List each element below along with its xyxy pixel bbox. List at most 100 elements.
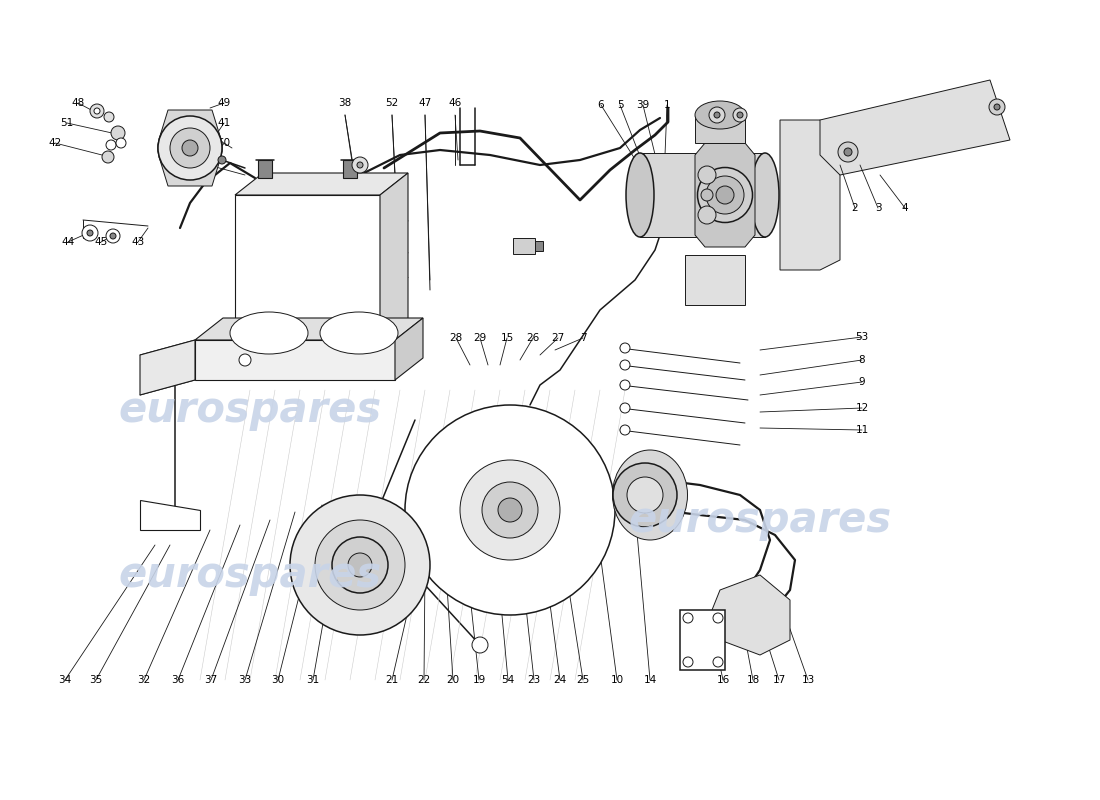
Circle shape — [620, 425, 630, 435]
Circle shape — [104, 112, 114, 122]
Text: 39: 39 — [637, 100, 650, 110]
Circle shape — [844, 148, 852, 156]
Ellipse shape — [613, 450, 688, 540]
Circle shape — [713, 657, 723, 667]
Text: 48: 48 — [72, 98, 85, 108]
Circle shape — [613, 463, 676, 527]
Circle shape — [714, 112, 720, 118]
Circle shape — [994, 104, 1000, 110]
Circle shape — [82, 225, 98, 241]
Text: 52: 52 — [385, 98, 398, 108]
Text: 37: 37 — [205, 675, 218, 685]
Bar — [535, 241, 543, 251]
Polygon shape — [820, 80, 1010, 175]
Circle shape — [332, 537, 388, 593]
Circle shape — [348, 553, 372, 577]
Text: 15: 15 — [500, 333, 514, 343]
Text: 33: 33 — [239, 675, 252, 685]
Polygon shape — [780, 120, 840, 270]
Text: eurospares: eurospares — [119, 389, 382, 431]
Circle shape — [460, 460, 560, 560]
Text: 46: 46 — [449, 98, 462, 108]
Circle shape — [627, 477, 663, 513]
Circle shape — [405, 405, 615, 615]
Circle shape — [701, 189, 713, 201]
Polygon shape — [695, 143, 755, 247]
Text: 20: 20 — [447, 675, 460, 685]
Text: 41: 41 — [218, 118, 231, 128]
Text: 6: 6 — [597, 100, 604, 110]
Circle shape — [713, 613, 723, 623]
Text: 16: 16 — [716, 675, 729, 685]
Text: eurospares: eurospares — [628, 499, 892, 541]
Circle shape — [683, 657, 693, 667]
Text: 21: 21 — [385, 675, 398, 685]
Ellipse shape — [751, 153, 779, 237]
Circle shape — [158, 116, 222, 180]
Text: 4: 4 — [902, 203, 909, 213]
Text: 5: 5 — [617, 100, 624, 110]
Circle shape — [482, 482, 538, 538]
Text: 35: 35 — [89, 675, 102, 685]
Text: 31: 31 — [307, 675, 320, 685]
Circle shape — [315, 520, 405, 610]
Polygon shape — [640, 153, 764, 237]
Circle shape — [737, 112, 742, 118]
Text: 22: 22 — [417, 675, 430, 685]
Polygon shape — [680, 610, 725, 670]
Text: 2: 2 — [851, 203, 858, 213]
Polygon shape — [235, 195, 380, 340]
Circle shape — [710, 107, 725, 123]
Polygon shape — [343, 160, 358, 178]
Text: 36: 36 — [172, 675, 185, 685]
Circle shape — [90, 104, 104, 118]
Circle shape — [620, 380, 630, 390]
Text: 45: 45 — [95, 237, 108, 247]
Text: 8: 8 — [859, 355, 866, 365]
Text: 13: 13 — [802, 675, 815, 685]
Text: 27: 27 — [551, 333, 564, 343]
Text: 3: 3 — [874, 203, 881, 213]
Text: 9: 9 — [859, 377, 866, 387]
Text: 19: 19 — [472, 675, 485, 685]
Text: 1: 1 — [663, 100, 670, 110]
Bar — [513, 238, 535, 254]
Text: 47: 47 — [418, 98, 431, 108]
Ellipse shape — [294, 179, 304, 185]
Text: 54: 54 — [502, 675, 515, 685]
Circle shape — [106, 229, 120, 243]
Circle shape — [290, 495, 430, 635]
Circle shape — [239, 354, 251, 366]
Circle shape — [620, 343, 630, 353]
Text: 30: 30 — [272, 675, 285, 685]
Text: 49: 49 — [218, 98, 231, 108]
Text: 10: 10 — [610, 675, 624, 685]
Text: 17: 17 — [772, 675, 785, 685]
Circle shape — [87, 230, 94, 236]
Text: 29: 29 — [473, 333, 486, 343]
Circle shape — [698, 166, 716, 184]
Text: 43: 43 — [131, 237, 144, 247]
Text: 23: 23 — [527, 675, 540, 685]
Ellipse shape — [706, 176, 744, 214]
Circle shape — [218, 156, 226, 164]
Circle shape — [94, 108, 100, 114]
Circle shape — [838, 142, 858, 162]
Text: 44: 44 — [62, 237, 75, 247]
Polygon shape — [379, 173, 408, 340]
Text: 26: 26 — [527, 333, 540, 343]
Circle shape — [170, 128, 210, 168]
Circle shape — [472, 637, 488, 653]
Ellipse shape — [320, 312, 398, 354]
Ellipse shape — [324, 179, 334, 185]
Circle shape — [620, 403, 630, 413]
Ellipse shape — [230, 312, 308, 354]
Circle shape — [620, 360, 630, 370]
Ellipse shape — [354, 179, 364, 185]
Polygon shape — [710, 575, 790, 655]
Text: 53: 53 — [856, 332, 869, 342]
Text: 24: 24 — [553, 675, 566, 685]
Polygon shape — [695, 115, 745, 143]
Text: 32: 32 — [138, 675, 151, 685]
Circle shape — [182, 140, 198, 156]
